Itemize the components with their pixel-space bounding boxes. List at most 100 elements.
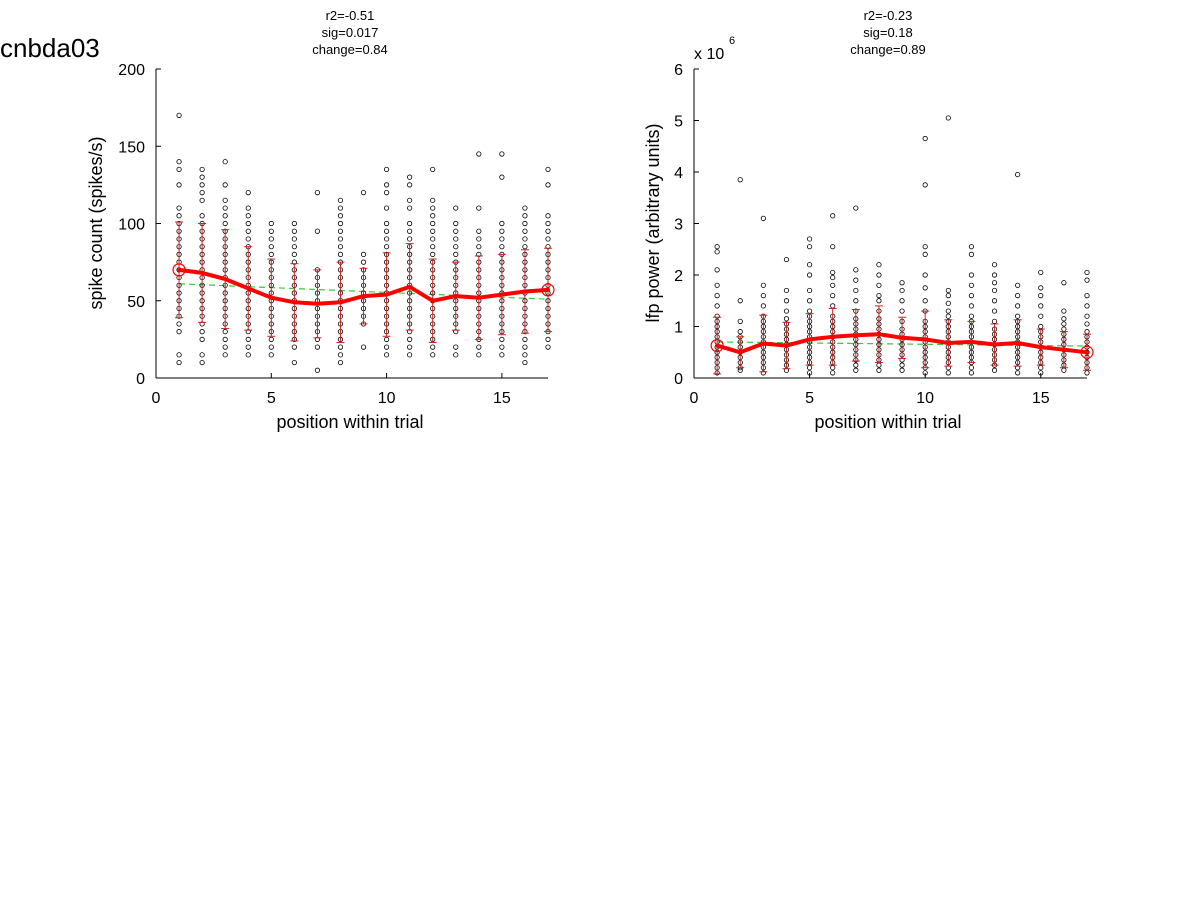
data-point — [1015, 282, 1021, 288]
data-point — [830, 292, 836, 299]
data-point — [499, 336, 505, 342]
stat-sig: sig=0.18 — [863, 25, 913, 40]
data-point — [222, 159, 228, 165]
data-point — [1061, 280, 1067, 286]
data-point — [383, 220, 390, 227]
data-point — [1015, 171, 1021, 178]
data-point — [268, 236, 274, 242]
data-point — [876, 262, 882, 268]
data-point — [176, 182, 182, 188]
x-tick-label: 0 — [152, 390, 161, 407]
data-point — [853, 267, 859, 273]
x-axis-label: position within trial — [276, 412, 423, 432]
data-point — [714, 267, 720, 273]
data-point — [430, 213, 436, 219]
mean-point — [338, 300, 343, 305]
mean-line — [710, 332, 1094, 359]
data-point — [268, 228, 274, 234]
data-point — [876, 298, 882, 304]
data-point — [945, 115, 951, 121]
data-point — [991, 287, 998, 294]
data-point — [176, 321, 182, 327]
data-point — [407, 220, 413, 227]
y-tick-label: 200 — [118, 62, 145, 79]
data-point — [899, 287, 905, 294]
mean-point — [715, 343, 719, 348]
data-point — [383, 182, 390, 188]
data-point — [199, 359, 205, 366]
mean-line — [172, 263, 555, 306]
mean-point — [969, 340, 974, 344]
data-point — [222, 220, 228, 227]
data-point — [268, 344, 274, 350]
data-point — [222, 336, 228, 342]
data-point — [291, 251, 297, 257]
data-point — [291, 228, 297, 234]
data-point — [176, 159, 182, 165]
mean-point — [477, 295, 481, 300]
data-point — [806, 262, 813, 268]
data-point — [1084, 313, 1090, 319]
data-point — [383, 236, 390, 242]
data-point — [222, 344, 228, 350]
data-point — [876, 367, 882, 373]
data-point — [876, 292, 882, 299]
data-point — [453, 352, 459, 358]
data-point — [407, 205, 413, 211]
mean-point — [430, 298, 435, 303]
data-point — [853, 362, 859, 368]
data-point — [522, 205, 528, 211]
mean-point — [1038, 345, 1043, 349]
data-point — [922, 135, 928, 142]
y-axis-label: lfp power (arbitrary units) — [643, 123, 663, 322]
data-point — [430, 220, 436, 227]
mean-point — [246, 286, 251, 291]
data-point — [337, 359, 344, 366]
data-point — [199, 174, 205, 180]
stat-sig: sig=0.017 — [322, 25, 379, 40]
data-point — [545, 336, 551, 342]
data-point — [199, 352, 205, 358]
data-point — [291, 359, 297, 366]
data-point — [1038, 370, 1044, 376]
data-point — [407, 182, 413, 188]
data-point — [407, 197, 413, 203]
data-point — [499, 352, 505, 358]
data-point — [922, 182, 928, 188]
data-point — [314, 344, 321, 350]
data-point — [430, 236, 436, 242]
data-point — [806, 236, 813, 242]
data-point — [991, 367, 998, 373]
data-point — [476, 236, 482, 242]
data-point — [430, 352, 436, 358]
data-point — [1038, 292, 1044, 299]
data-point — [899, 298, 905, 304]
data-point — [522, 352, 528, 358]
data-point — [499, 174, 505, 180]
data-point — [383, 205, 390, 211]
data-point — [222, 352, 228, 358]
data-point — [499, 228, 505, 234]
x-tick-label: 10 — [378, 390, 396, 407]
data-point — [545, 213, 551, 219]
data-point — [1038, 269, 1044, 276]
y-axis-label: spike count (spikes/s) — [86, 136, 106, 309]
mean-point — [500, 292, 504, 297]
data-point — [360, 344, 367, 350]
data-point — [991, 308, 998, 314]
data-point — [268, 244, 274, 250]
data-point — [222, 329, 228, 335]
mean-point — [361, 294, 366, 298]
data-point — [407, 236, 413, 242]
mean-point — [292, 300, 297, 305]
data-point — [545, 220, 551, 227]
data-point — [1015, 370, 1021, 376]
data-point — [245, 352, 251, 358]
data-point — [522, 344, 528, 350]
data-point — [945, 308, 951, 314]
data-point — [922, 244, 928, 250]
mean-point — [407, 285, 412, 289]
data-point — [268, 251, 274, 257]
